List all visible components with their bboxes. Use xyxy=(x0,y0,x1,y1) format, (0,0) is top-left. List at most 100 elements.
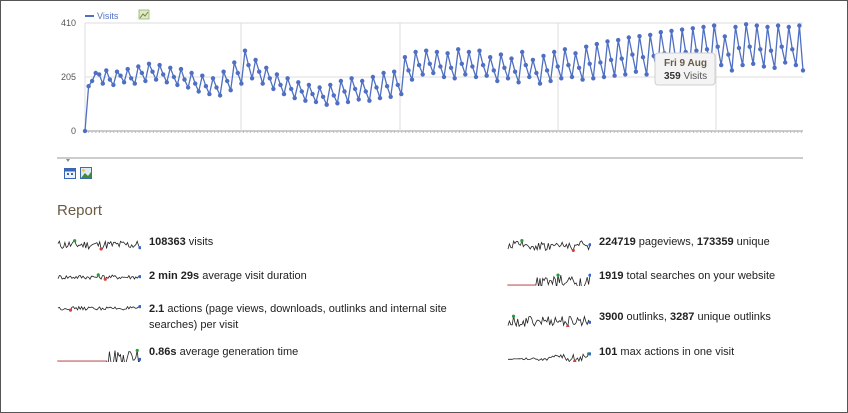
data-point[interactable] xyxy=(516,80,521,85)
data-point[interactable] xyxy=(125,66,130,72)
data-point[interactable] xyxy=(193,81,198,86)
data-point[interactable] xyxy=(509,56,514,61)
data-point[interactable] xyxy=(580,77,585,82)
data-point[interactable] xyxy=(786,24,791,30)
sparkline[interactable] xyxy=(507,268,591,286)
data-point[interactable] xyxy=(306,82,312,88)
data-point[interactable] xyxy=(164,80,169,85)
data-point[interactable] xyxy=(214,85,219,90)
data-point[interactable] xyxy=(107,77,113,82)
data-point[interactable] xyxy=(196,89,201,94)
data-point[interactable] xyxy=(573,51,578,56)
data-point[interactable] xyxy=(313,99,319,105)
data-point[interactable] xyxy=(733,24,738,30)
data-point[interactable] xyxy=(352,86,358,92)
data-point[interactable] xyxy=(82,128,88,134)
data-point[interactable] xyxy=(278,82,283,88)
data-point[interactable] xyxy=(679,27,685,32)
data-point[interactable] xyxy=(644,72,649,77)
data-point[interactable] xyxy=(761,64,767,69)
data-point[interactable] xyxy=(498,52,504,57)
data-point[interactable] xyxy=(153,77,159,82)
data-point[interactable] xyxy=(150,69,155,74)
data-point[interactable] xyxy=(456,47,461,52)
data-point[interactable] xyxy=(466,49,472,55)
data-point[interactable] xyxy=(367,98,372,103)
data-point[interactable] xyxy=(274,72,280,77)
data-point[interactable] xyxy=(324,102,329,107)
data-point[interactable] xyxy=(548,78,553,84)
data-point[interactable] xyxy=(797,23,802,28)
data-point[interactable] xyxy=(523,62,528,68)
data-point[interactable] xyxy=(335,101,340,106)
data-point[interactable] xyxy=(441,74,447,80)
data-point[interactable] xyxy=(100,81,106,86)
data-point[interactable] xyxy=(392,69,397,74)
data-point[interactable] xyxy=(289,86,294,92)
data-point[interactable] xyxy=(448,65,454,71)
data-point[interactable] xyxy=(143,78,148,84)
data-point[interactable] xyxy=(111,82,116,88)
sparkline[interactable] xyxy=(57,268,141,286)
data-point[interactable] xyxy=(370,74,376,80)
data-point[interactable] xyxy=(715,44,720,49)
data-point[interactable] xyxy=(612,73,617,78)
data-point[interactable] xyxy=(601,74,607,80)
data-point[interactable] xyxy=(463,72,468,77)
data-point[interactable] xyxy=(704,47,710,52)
data-point[interactable] xyxy=(200,73,205,78)
sparkline[interactable] xyxy=(507,344,591,362)
data-point[interactable] xyxy=(416,62,422,68)
data-point[interactable] xyxy=(360,78,365,84)
data-point[interactable] xyxy=(161,72,166,77)
data-point[interactable] xyxy=(434,49,440,55)
chart-legend[interactable]: Visits xyxy=(85,9,150,21)
data-point[interactable] xyxy=(235,70,240,76)
data-point[interactable] xyxy=(271,86,276,92)
data-point[interactable] xyxy=(139,70,145,76)
data-point[interactable] xyxy=(630,52,635,57)
data-point[interactable] xyxy=(260,81,265,86)
data-point[interactable] xyxy=(178,66,184,72)
data-point[interactable] xyxy=(711,23,717,28)
data-point[interactable] xyxy=(520,49,525,55)
data-point[interactable] xyxy=(203,84,209,89)
data-point[interactable] xyxy=(729,68,735,73)
data-point[interactable] xyxy=(783,60,788,65)
data-point[interactable] xyxy=(249,76,255,81)
data-point[interactable] xyxy=(420,72,425,77)
data-point[interactable] xyxy=(377,95,383,101)
data-point[interactable] xyxy=(242,48,248,53)
data-point[interactable] xyxy=(640,55,646,60)
data-point[interactable] xyxy=(136,64,141,69)
data-point[interactable] xyxy=(765,24,770,30)
sparkline[interactable] xyxy=(57,344,141,362)
data-point[interactable] xyxy=(413,49,418,55)
data-point[interactable] xyxy=(345,99,351,105)
data-point[interactable] xyxy=(534,70,539,76)
data-point[interactable] xyxy=(527,74,532,80)
data-point[interactable] xyxy=(544,68,550,73)
data-point[interactable] xyxy=(431,70,436,76)
data-point[interactable] xyxy=(338,78,344,84)
data-point[interactable] xyxy=(793,62,799,68)
data-point[interactable] xyxy=(253,57,258,63)
data-point[interactable] xyxy=(623,72,628,77)
data-point[interactable] xyxy=(168,65,173,71)
data-point[interactable] xyxy=(185,85,191,90)
sparkline[interactable] xyxy=(57,234,141,252)
data-point[interactable] xyxy=(349,76,354,81)
data-point[interactable] xyxy=(505,76,511,81)
data-point[interactable] xyxy=(175,82,180,88)
data-point[interactable] xyxy=(317,85,322,90)
data-point[interactable] xyxy=(648,32,653,38)
data-point[interactable] xyxy=(292,95,297,101)
data-point[interactable] xyxy=(395,82,400,88)
data-point[interactable] xyxy=(296,80,301,85)
data-point[interactable] xyxy=(754,23,759,28)
data-point[interactable] xyxy=(97,72,102,77)
data-point[interactable] xyxy=(751,61,756,66)
data-point[interactable] xyxy=(331,93,336,98)
data-point[interactable] xyxy=(772,65,777,71)
data-point[interactable] xyxy=(512,69,518,74)
